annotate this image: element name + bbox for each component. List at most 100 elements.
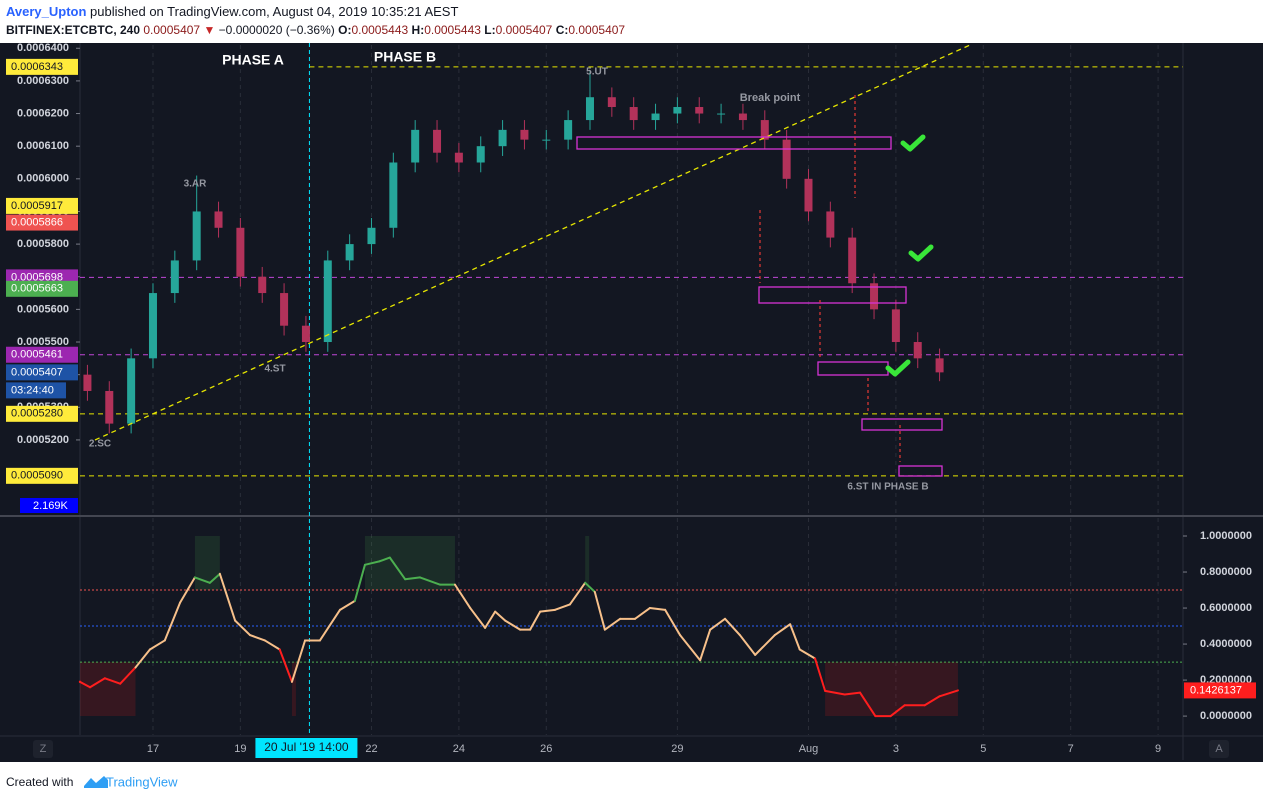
- candle-body: [738, 113, 747, 121]
- price-label: 0.0005090: [11, 470, 63, 482]
- zone-shade: [291, 662, 296, 716]
- line-segment: [889, 704, 906, 718]
- candle-body: [520, 129, 529, 140]
- line-segment: [648, 607, 667, 611]
- ohlc-key: H:: [412, 23, 425, 37]
- line-segment: [263, 639, 281, 651]
- drawings: [94, 44, 971, 477]
- last-value-label: 0.1426137: [1190, 684, 1242, 696]
- candle-body: [236, 227, 245, 277]
- line-segment: [134, 648, 151, 669]
- arrow: ▼: [203, 23, 215, 37]
- y-tick-label: 0.4000000: [1200, 638, 1252, 650]
- y-tick-label: 0.0005500: [17, 336, 69, 348]
- price-label-bg: [6, 467, 78, 484]
- price-label: 0.0005917: [11, 200, 63, 212]
- ohlc-value: 0.0005407: [568, 23, 625, 37]
- line-segment: [290, 639, 307, 683]
- price-label: 0.0005461: [11, 349, 63, 361]
- y-tick-label: 0.0006100: [17, 140, 69, 152]
- zone-box: [758, 286, 907, 304]
- candle-body: [695, 107, 704, 114]
- button-label[interactable]: A: [1215, 743, 1223, 755]
- candle-body: [280, 293, 289, 326]
- annotation: PHASE B: [374, 49, 436, 65]
- x-tick-label: 5: [980, 743, 986, 755]
- line-segment: [179, 576, 196, 604]
- y-tick-label: 0.0006000: [17, 173, 69, 185]
- volume-label: 2.169K: [33, 500, 69, 512]
- button-label[interactable]: Z: [40, 743, 47, 755]
- line-segment: [859, 691, 877, 718]
- line-segment: [938, 689, 959, 698]
- candle-body: [891, 309, 900, 343]
- candle-body: [782, 139, 791, 179]
- ohlc-key: C:: [556, 23, 569, 37]
- candle-body: [83, 374, 92, 391]
- line-segment: [843, 691, 862, 696]
- candle-body: [651, 113, 660, 121]
- checkmark: [885, 359, 911, 377]
- x-tick-label: 17: [147, 743, 159, 755]
- zone-shade: [364, 536, 455, 591]
- x-tick-label: 26: [540, 743, 552, 755]
- x-tick-label: 29: [671, 743, 683, 755]
- line-segment: [378, 556, 391, 563]
- line-segment: [724, 617, 741, 637]
- line-segment: [529, 610, 542, 631]
- candle-body: [127, 358, 136, 424]
- annotation: 6.ST IN PHASE B: [847, 482, 928, 493]
- candle-body: [607, 97, 616, 108]
- last-value-bg: [1184, 682, 1256, 699]
- line-segment: [798, 648, 817, 660]
- candle-body: [192, 211, 201, 261]
- y-tick-label: 0.0006300: [17, 75, 69, 87]
- candle-body: [476, 146, 485, 163]
- crosshair-label-bg: [255, 738, 358, 758]
- author[interactable]: Avery_Upton: [6, 4, 86, 19]
- candle-body: [301, 325, 310, 343]
- line-segment: [593, 590, 606, 631]
- x-tick-label: Aug: [799, 743, 819, 755]
- candle-body: [433, 129, 442, 153]
- candle-body: [389, 162, 398, 228]
- candle-body: [585, 97, 594, 121]
- zone-shade: [825, 662, 958, 716]
- button[interactable]: [1209, 740, 1229, 758]
- candle-body: [629, 107, 638, 121]
- line-segment: [709, 617, 727, 631]
- annotation: Break point: [740, 92, 801, 104]
- line-segment: [234, 619, 251, 637]
- candle-body: [848, 237, 857, 284]
- line-segment: [388, 556, 407, 581]
- line-segment: [339, 599, 356, 611]
- zone-shade: [585, 536, 590, 591]
- candle-body: [105, 390, 114, 424]
- volume-label-bg: [20, 498, 78, 513]
- zone-box: [898, 465, 943, 477]
- button[interactable]: [33, 740, 53, 758]
- crosshair-label: 20 Jul '19 14:00: [264, 740, 349, 754]
- logo: [84, 776, 108, 788]
- annotation: 3.AR: [184, 179, 208, 190]
- price-label: 0.0006343: [11, 61, 63, 73]
- line-segment: [603, 617, 622, 631]
- x-tick-label: 3: [893, 743, 899, 755]
- line-segment: [148, 639, 166, 651]
- line-segment: [363, 560, 381, 566]
- y-tick-label: 0.0005800: [17, 238, 69, 250]
- zone-box: [861, 418, 943, 431]
- price-label-bg: [6, 346, 78, 363]
- y-tick-label: 0.0005600: [17, 303, 69, 315]
- footer-brand[interactable]: TradingView: [106, 774, 178, 789]
- annotation: 5.UT: [586, 67, 608, 78]
- line-segment: [484, 610, 497, 629]
- line-segment: [679, 634, 702, 662]
- candle-body: [258, 276, 267, 294]
- candle-body: [345, 244, 354, 261]
- line-segment: [754, 634, 776, 656]
- line-segment: [318, 608, 342, 642]
- line-segment: [89, 677, 106, 689]
- x-tick-label: 9: [1155, 743, 1161, 755]
- candle-body: [170, 260, 179, 294]
